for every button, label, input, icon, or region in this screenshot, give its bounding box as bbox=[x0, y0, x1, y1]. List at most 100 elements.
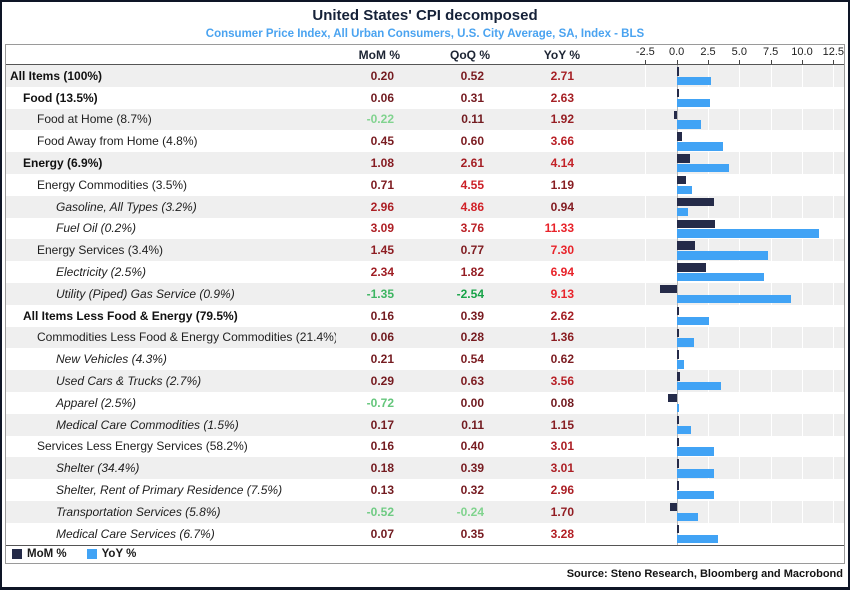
gridline bbox=[645, 500, 647, 523]
zero-line bbox=[676, 391, 678, 414]
table-row: Food at Home (8.7%) -0.22 0.11 1.92 bbox=[6, 108, 844, 131]
zero-line bbox=[676, 130, 678, 153]
row-chart-cell bbox=[629, 500, 844, 523]
qoq-value: 0.60 bbox=[460, 134, 484, 149]
mom-bar bbox=[676, 219, 716, 229]
gridline bbox=[770, 217, 772, 240]
page-subtitle: Consumer Price Index, All Urban Consumer… bbox=[205, 28, 645, 40]
yoy-value: 3.56 bbox=[550, 374, 574, 389]
row-label: Food at Home (8.7%) bbox=[37, 112, 152, 127]
qoq-value: 3.76 bbox=[460, 221, 484, 236]
gridline bbox=[802, 413, 803, 436]
gridline bbox=[802, 195, 803, 218]
table-row: Commodities Less Food & Energy Commoditi… bbox=[6, 326, 844, 349]
gridline bbox=[707, 195, 709, 218]
row-chart-cell bbox=[629, 195, 844, 218]
row-label: All Items (100%) bbox=[10, 68, 103, 83]
gridline bbox=[739, 261, 741, 283]
table-row: Medical Care Services (6.7%) 0.07 0.35 3.28 bbox=[6, 522, 844, 545]
gridline bbox=[645, 108, 647, 131]
gridline bbox=[802, 500, 803, 523]
gridline bbox=[645, 391, 647, 414]
x-axis-tick-label: 7.5 bbox=[763, 46, 779, 58]
yoy-value: 2.96 bbox=[550, 483, 574, 498]
gridline bbox=[833, 130, 835, 153]
gridline bbox=[802, 261, 803, 283]
gridline bbox=[833, 195, 835, 218]
mom-value: 3.09 bbox=[370, 221, 394, 236]
yoy-value: 9.13 bbox=[550, 286, 574, 301]
row-chart-cell bbox=[629, 370, 844, 392]
gridline bbox=[770, 65, 772, 87]
gridline bbox=[645, 152, 647, 174]
gridline bbox=[802, 86, 803, 109]
mom-value: 0.16 bbox=[370, 308, 394, 323]
yoy-value: 0.62 bbox=[550, 352, 574, 367]
table-row: Food Away from Home (4.8%) 0.45 0.60 3.66 bbox=[6, 130, 844, 153]
gridline bbox=[645, 479, 647, 501]
yoy-bar bbox=[676, 316, 710, 326]
gridline bbox=[707, 152, 709, 174]
gridline bbox=[802, 65, 803, 87]
x-axis-tick-label: -2.5 bbox=[635, 46, 655, 58]
qoq-value: 2.61 bbox=[460, 156, 484, 171]
yoy-bar bbox=[676, 76, 711, 86]
gridline bbox=[739, 282, 741, 305]
gridline bbox=[739, 304, 741, 327]
mom-bar bbox=[676, 481, 679, 490]
gridline bbox=[739, 457, 741, 480]
gridline bbox=[802, 304, 803, 327]
row-chart-cell bbox=[629, 86, 844, 109]
qoq-value: 0.31 bbox=[460, 90, 484, 105]
x-axis-tick-label: 10.0 bbox=[791, 46, 813, 58]
gridline bbox=[802, 391, 803, 414]
yoy-value: 2.62 bbox=[550, 308, 574, 323]
zero-line bbox=[676, 261, 678, 283]
gridline bbox=[739, 435, 741, 458]
zero-line bbox=[676, 304, 678, 327]
gridline bbox=[739, 500, 741, 523]
gridline bbox=[645, 457, 647, 480]
yoy-bar bbox=[676, 512, 698, 522]
row-label: Used Cars & Trucks (2.7%) bbox=[56, 374, 202, 389]
qoq-value: 4.86 bbox=[460, 199, 484, 214]
legend-label: MoM % bbox=[27, 548, 67, 561]
zero-line bbox=[676, 413, 678, 436]
gridline bbox=[645, 239, 647, 262]
gridline bbox=[739, 522, 741, 545]
gridline bbox=[833, 370, 835, 392]
yoy-bar bbox=[676, 98, 710, 108]
row-chart-cell bbox=[629, 130, 844, 153]
gridline bbox=[833, 391, 835, 414]
zero-line bbox=[676, 500, 678, 523]
mom-value: 0.21 bbox=[370, 352, 394, 367]
qoq-column-header: QoQ % bbox=[449, 47, 490, 62]
gridline bbox=[707, 282, 709, 305]
zero-line bbox=[676, 457, 678, 480]
gridline bbox=[833, 152, 835, 174]
mom-bar bbox=[676, 263, 706, 272]
gridline bbox=[802, 479, 803, 501]
gridline bbox=[770, 500, 772, 523]
gridline bbox=[739, 370, 741, 392]
gridline bbox=[770, 261, 772, 283]
row-chart-cell bbox=[629, 65, 844, 87]
table-row: Shelter (34.4%) 0.18 0.39 3.01 bbox=[6, 457, 844, 480]
mom-value: 0.17 bbox=[370, 417, 394, 432]
gridline bbox=[770, 130, 772, 153]
gridline bbox=[645, 86, 647, 109]
mom-bar bbox=[667, 393, 677, 403]
mom-bar bbox=[676, 132, 683, 141]
qoq-value: 0.28 bbox=[460, 330, 484, 345]
gridline bbox=[802, 457, 803, 480]
row-chart-cell bbox=[629, 391, 844, 414]
gridline bbox=[770, 195, 772, 218]
x-axis-tick-mark bbox=[676, 60, 678, 64]
gridline bbox=[707, 370, 709, 392]
zero-line bbox=[676, 173, 678, 196]
mom-value: 2.34 bbox=[370, 265, 394, 280]
row-label: Food (13.5%) bbox=[23, 90, 98, 105]
gridline bbox=[739, 173, 741, 196]
gridline bbox=[833, 500, 835, 523]
